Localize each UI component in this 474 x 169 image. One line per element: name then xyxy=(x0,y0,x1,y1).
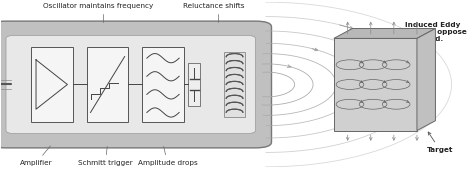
FancyBboxPatch shape xyxy=(188,63,200,106)
Text: Oscillator maintains frequency: Oscillator maintains frequency xyxy=(43,3,154,22)
FancyBboxPatch shape xyxy=(6,35,255,134)
Polygon shape xyxy=(334,29,436,38)
FancyBboxPatch shape xyxy=(142,47,184,122)
Polygon shape xyxy=(417,29,436,131)
Text: Target: Target xyxy=(427,132,453,153)
Bar xyxy=(224,52,245,117)
FancyBboxPatch shape xyxy=(87,47,128,122)
Polygon shape xyxy=(334,38,417,131)
Text: Induced Eddy
currents oppose
field.: Induced Eddy currents oppose field. xyxy=(400,22,466,42)
FancyBboxPatch shape xyxy=(31,47,73,122)
Text: Amplifier: Amplifier xyxy=(20,146,52,166)
FancyBboxPatch shape xyxy=(0,21,272,148)
Text: Amplitude drops: Amplitude drops xyxy=(138,147,198,166)
Text: Reluctance shifts: Reluctance shifts xyxy=(183,3,245,22)
Text: Schmitt trigger: Schmitt trigger xyxy=(78,147,133,166)
